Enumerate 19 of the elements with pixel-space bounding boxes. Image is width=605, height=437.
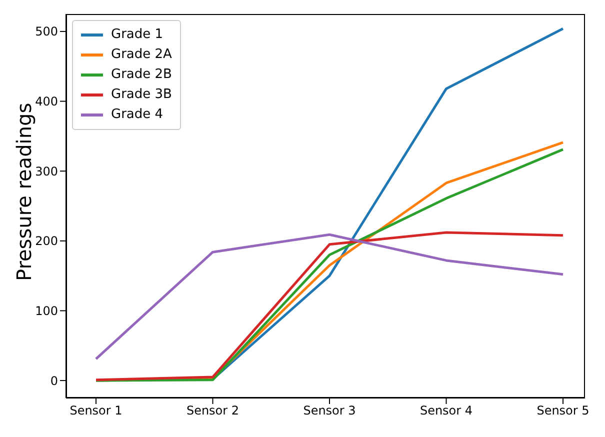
line-series (94, 231, 564, 382)
x-tick-label: Sensor 5 (536, 404, 590, 418)
line-series (94, 233, 564, 360)
x-tick-label: Sensor 4 (420, 404, 473, 418)
y-axis-title: Pressure readings (12, 102, 36, 281)
legend-label: Grade 1 (111, 26, 164, 44)
x-tick-label: Sensor 1 (70, 404, 122, 418)
x-tick-label: Sensor 2 (186, 404, 240, 418)
legend-label: Grade 4 (111, 106, 164, 124)
x-tick-label: Sensor 3 (303, 404, 356, 418)
legend-label: Grade 3B (111, 86, 172, 104)
y-tick-label: 100 (35, 304, 58, 318)
y-tick-label: 0 (50, 374, 58, 388)
y-tick-label: 400 (35, 94, 58, 109)
y-tick-label: 200 (35, 234, 58, 248)
y-tick-label: 500 (35, 24, 58, 39)
legend-label: Grade 2A (111, 46, 172, 64)
legend-label: Grade 2B (111, 66, 172, 84)
y-tick-label: 300 (35, 164, 58, 178)
